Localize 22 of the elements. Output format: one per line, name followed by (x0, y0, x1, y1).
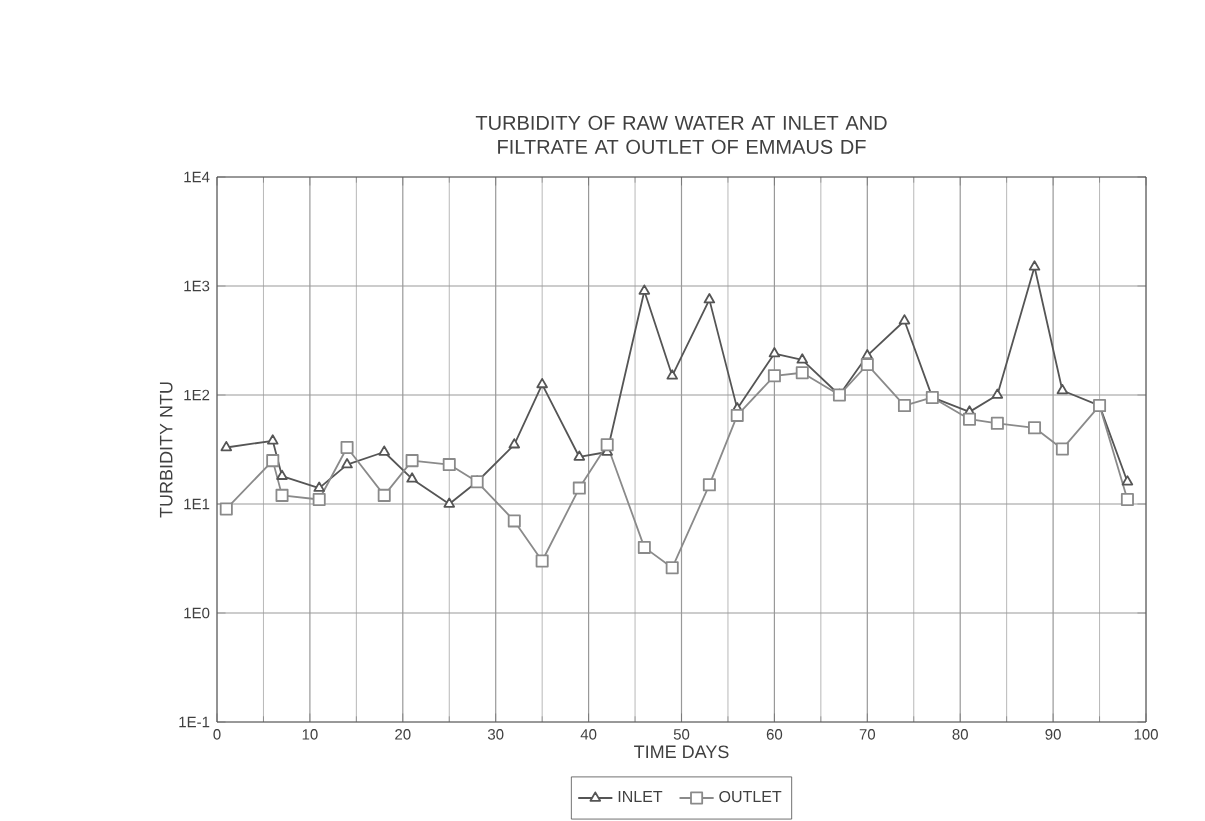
y-tick-label: 1E0 (184, 607, 210, 619)
y-tick-label: 1E1 (184, 498, 210, 510)
x-tick-label: 10 (302, 729, 318, 740)
x-tick-label: 70 (859, 729, 876, 740)
y-tick-label: 1E3 (184, 280, 210, 292)
x-tick-label: 90 (1045, 729, 1061, 740)
x-axis-title: TIME DAYS (634, 745, 729, 759)
y-tick-label: 1E-1 (179, 716, 210, 728)
y-tick-label: 1E2 (184, 389, 210, 401)
x-tick-label: 30 (487, 729, 504, 740)
x-tick-label: 40 (580, 729, 597, 740)
x-tick-label: 0 (213, 729, 221, 740)
legend-label: OUTLET (719, 790, 782, 803)
x-tick-label: 60 (766, 729, 783, 740)
x-tick-label: 20 (395, 729, 411, 740)
x-tick-label: 50 (673, 729, 690, 740)
legend-label: INLET (618, 790, 663, 802)
y-axis-title: TURBIDITY NTU (159, 382, 173, 518)
x-tick-label: 100 (1134, 729, 1158, 740)
chart-title: TURBIDITY OF RAW WATER AT INLET AND FILTRATE AT OUTLET OF EMMAUS DF (475, 115, 887, 154)
y-tick-label: 1E4 (184, 171, 210, 183)
x-tick-label: 80 (952, 729, 968, 740)
